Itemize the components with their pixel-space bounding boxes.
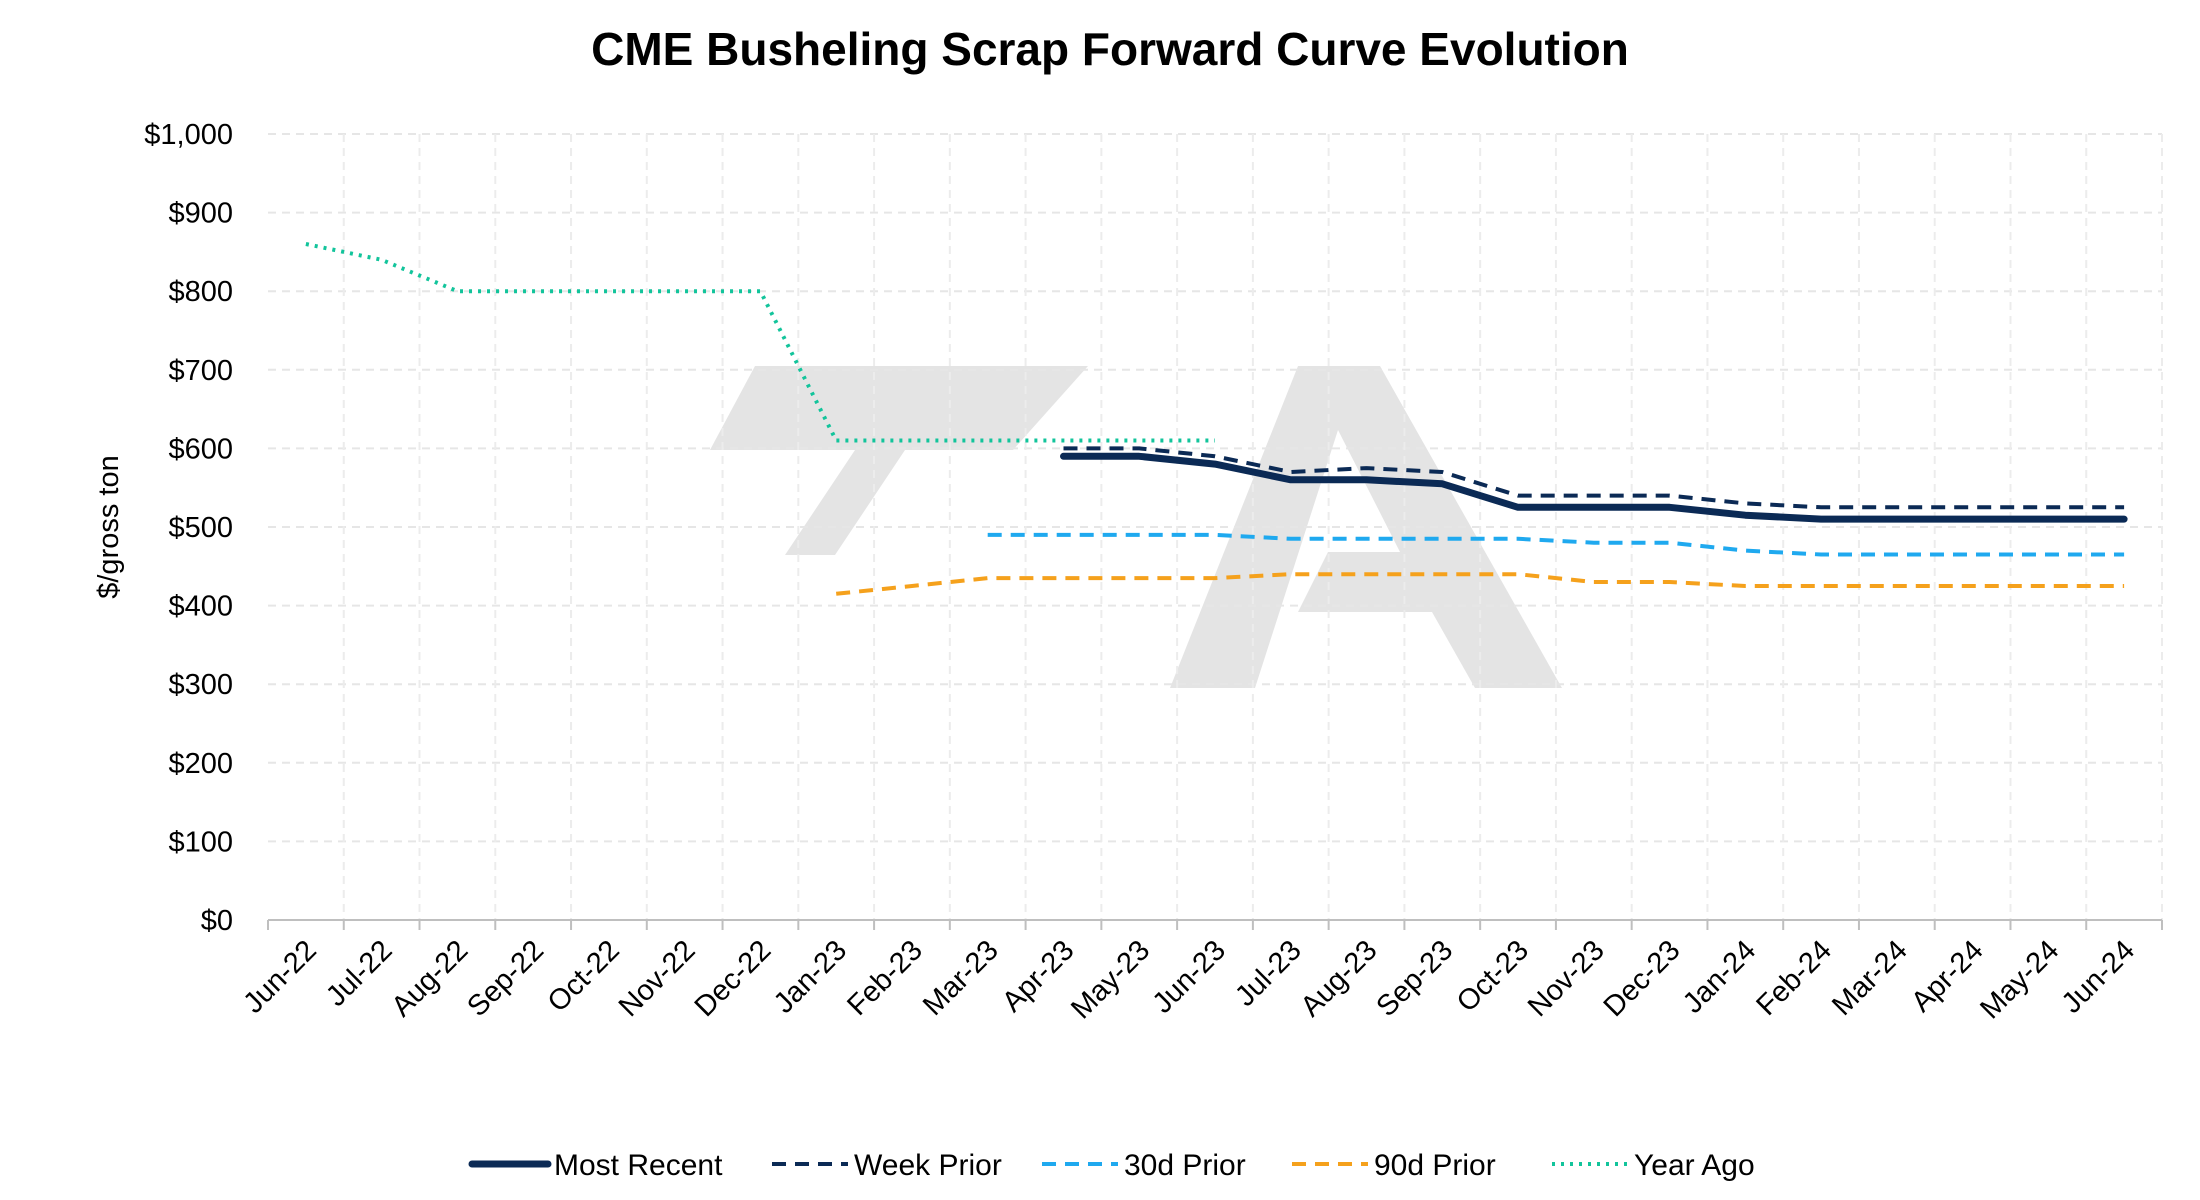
series-line-90d-prior xyxy=(835,572,2125,596)
y-axis-title: $/gross ton xyxy=(93,455,125,598)
legend-label: Year Ago xyxy=(1634,1149,1755,1182)
legend: Most Recent Week Prior 30d Prior 90d Prior Y… xyxy=(468,1149,1755,1182)
series-lines xyxy=(305,242,2128,596)
legend-label: Week Prior xyxy=(854,1149,1002,1182)
x-tick-label: Sep-22 xyxy=(461,934,550,1023)
x-tick-label: Mar-24 xyxy=(1826,934,1914,1022)
legend-label: 30d Prior xyxy=(1124,1149,1246,1182)
series-line-week-prior xyxy=(1063,446,2125,510)
legend-item-30d-prior: 30d Prior xyxy=(1042,1149,1246,1182)
x-tick-label: May-23 xyxy=(1065,934,1156,1025)
x-tick-label: Nov-22 xyxy=(613,934,702,1023)
y-tick-label: $200 xyxy=(168,748,233,780)
y-tick-label: $600 xyxy=(168,433,233,465)
x-tick-label: Jan-24 xyxy=(1677,934,1762,1019)
legend-label: Most Recent xyxy=(554,1149,723,1182)
vertical-gridlines xyxy=(342,134,2163,920)
x-tick-label: Jun-22 xyxy=(238,934,323,1019)
legend-item-week-prior: Week Prior xyxy=(772,1149,1002,1182)
x-tick-label: Nov-23 xyxy=(1522,934,1611,1023)
watermark-logo xyxy=(710,366,1562,688)
x-tick-label: Jun-23 xyxy=(1147,934,1232,1019)
y-tick-label: $400 xyxy=(168,591,233,623)
x-tick-label: May-24 xyxy=(1974,934,2065,1025)
x-tick-label: Sep-23 xyxy=(1370,934,1459,1023)
legend-item-90d-prior: 90d Prior xyxy=(1292,1149,1496,1182)
y-tick-label: $0 xyxy=(201,905,233,937)
y-tick-label: $800 xyxy=(168,276,233,308)
legend-item-year-ago: Year Ago xyxy=(1552,1149,1755,1182)
x-tick-label: Aug-22 xyxy=(386,934,475,1023)
legend-label: 90d Prior xyxy=(1374,1149,1496,1182)
x-tick-label: Dec-23 xyxy=(1598,934,1687,1023)
series-line-year-ago xyxy=(305,242,1215,443)
x-tick-label: Oct-23 xyxy=(1451,934,1535,1018)
y-tick-label: $1,000 xyxy=(144,119,233,151)
series-line-30d-prior xyxy=(987,532,2125,557)
x-tick-label: Feb-23 xyxy=(841,934,929,1022)
watermark-logo-a-shape xyxy=(1170,366,1562,688)
y-tick-label: $700 xyxy=(168,355,233,387)
y-axis-tick-labels: $0 $100 $200 $300 $400 $500 $600 $700 $800 $900 $1… xyxy=(144,119,233,937)
x-axis-ticks xyxy=(267,920,2163,930)
series-line-most-recent xyxy=(1060,452,2128,523)
watermark-logo-t-shape xyxy=(710,366,1088,555)
y-tick-label: $500 xyxy=(168,512,233,544)
y-tick-label: $300 xyxy=(168,669,233,701)
x-tick-label: Jan-23 xyxy=(768,934,853,1019)
x-tick-label: Aug-23 xyxy=(1295,934,1384,1023)
x-tick-label: Feb-24 xyxy=(1750,934,1838,1022)
chart-title: CME Busheling Scrap Forward Curve Evolut… xyxy=(591,23,1629,75)
x-tick-label: Oct-22 xyxy=(542,934,626,1018)
x-tick-label: Dec-22 xyxy=(689,934,778,1023)
x-axis-tick-labels: Jun-22Jul-22Aug-22Sep-22Oct-22Nov-22Dec-… xyxy=(238,934,2142,1025)
horizontal-gridlines xyxy=(268,133,2162,843)
x-tick-label: Jun-24 xyxy=(2056,934,2141,1019)
x-tick-label: Mar-23 xyxy=(917,934,1005,1022)
y-tick-label: $900 xyxy=(168,198,233,230)
y-tick-label: $100 xyxy=(168,826,233,858)
legend-item-most-recent: Most Recent xyxy=(468,1149,723,1182)
